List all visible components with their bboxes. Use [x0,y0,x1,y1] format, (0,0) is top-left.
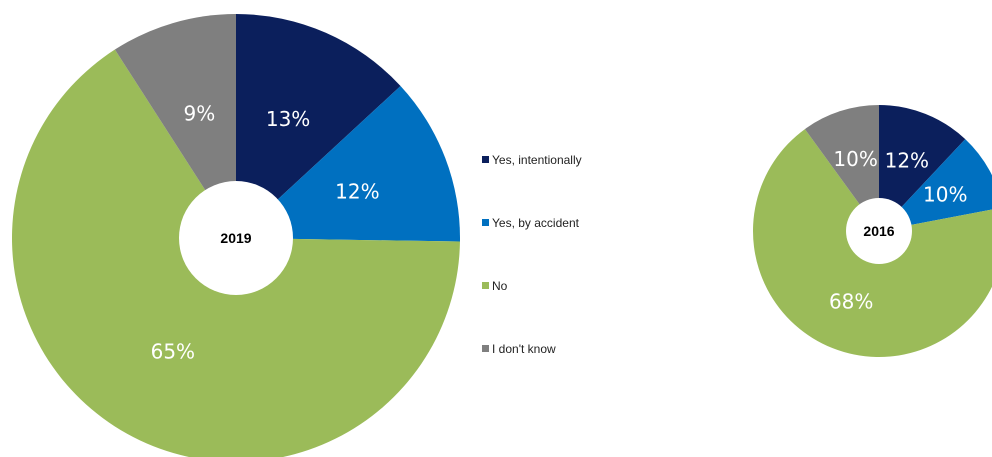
pie-slice-yes-intentionally [879,105,966,231]
pie-2016: 12% 10% 68% 10% 2016 [753,105,992,357]
slice-label-yes-by-accident: 10% [923,183,967,207]
pie-slice-yes-intentionally [236,14,401,238]
legend-label: I don't know [492,341,556,356]
legend-swatch [482,282,489,289]
pie-slice-yes-by-accident [879,139,992,231]
slice-label-i-dont-know: 10% [833,147,877,171]
legend-label: No [492,278,508,293]
pie-slice-i-dont-know [804,105,879,231]
center-year-label: 2019 [220,230,251,246]
legend-swatch [482,345,489,352]
legend-swatch [482,219,489,226]
center-hole [846,198,912,264]
slice-label-no: 65% [151,340,195,364]
pie-2019: 13% 12% 65% 9% 2019 [12,14,460,457]
pie-slice-i-dont-know [114,14,236,238]
center-hole [179,181,293,295]
legend-item-i-dont-know: I don't know [482,317,582,380]
legend-item-yes-by-accident: Yes, by accident [482,191,582,254]
slice-label-i-dont-know: 9% [184,101,216,125]
legend-swatch [482,156,489,163]
center-year-label: 2016 [863,223,894,239]
legend-label: Yes, by accident [492,215,579,230]
legend: Yes, intentionally Yes, by accident No I… [482,128,582,380]
legend-item-yes-intentionally: Yes, intentionally [482,128,582,191]
legend-label: Yes, intentionally [492,152,582,167]
pie-slice-yes-by-accident [236,86,460,242]
slice-label-yes-by-accident: 12% [335,180,379,204]
slice-label-yes-intentionally: 13% [266,107,310,131]
slice-label-yes-intentionally: 12% [885,149,929,173]
legend-item-no: No [482,254,582,317]
slice-label-no: 68% [829,289,873,313]
